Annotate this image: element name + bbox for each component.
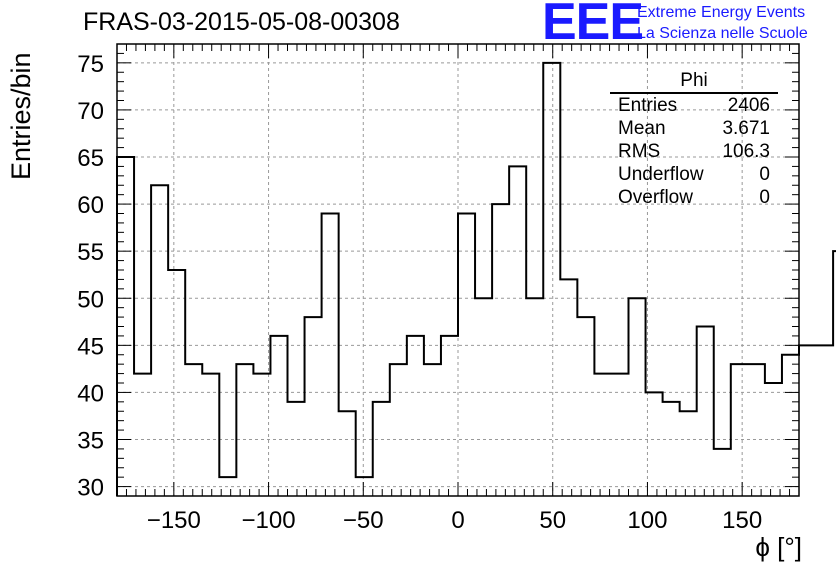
histogram-bin [697, 327, 714, 497]
y-axis-label: Entries/bin [6, 52, 36, 180]
histogram-bin [168, 270, 185, 496]
histogram-bin [475, 298, 492, 496]
x-tick-label: 100 [627, 507, 667, 534]
histogram-bin [492, 204, 509, 496]
brand-line-1: Extreme Energy Events [637, 4, 806, 21]
y-tick-label: 45 [77, 333, 104, 360]
histogram-bin [390, 364, 407, 496]
histogram-bin [305, 317, 322, 496]
histogram-bin [151, 185, 168, 496]
histogram-bin [680, 411, 697, 496]
x-tick-label: −50 [343, 507, 384, 534]
stats-value: 3.671 [722, 118, 770, 139]
y-tick-label: 50 [77, 286, 104, 313]
histogram-bin [731, 364, 748, 496]
stats-row: Underflow 0 [610, 163, 778, 186]
y-tick-label: 40 [77, 380, 104, 407]
stats-value: 2406 [727, 95, 770, 116]
stats-row: Mean 3.671 [610, 117, 778, 140]
x-tick-label: 150 [722, 507, 762, 534]
histogram-bin [577, 317, 594, 496]
histogram-bin [663, 402, 680, 496]
axis-ticks: −150 −100 −50 0 50 100 150 30 35 40 45 50 55 60 65 70 75 [77, 43, 800, 534]
y-tick-label: 60 [77, 192, 104, 219]
chart-title: FRAS-03-2015-05-08-00308 [83, 8, 400, 36]
histogram-bin [646, 392, 663, 496]
histogram-bin [594, 374, 611, 496]
histogram-bin [526, 298, 543, 496]
stats-label: Underflow [618, 164, 704, 185]
stats-label: RMS [618, 141, 661, 162]
brand-text: Extreme Energy Events La Scienza nelle S… [637, 2, 808, 44]
stats-label: Overflow [618, 187, 693, 208]
histogram-bin [509, 166, 526, 496]
histogram-bin [270, 336, 287, 496]
stats-box: Phi Entries 2406 Mean 3.671 RMS 106.3 Under… [610, 70, 778, 209]
histogram-bin [629, 298, 646, 496]
stats-value: 106.3 [722, 141, 770, 162]
histogram-bin [441, 336, 458, 496]
histogram-bin [714, 449, 731, 496]
histogram-bin [458, 214, 475, 497]
x-tick-label: −100 [242, 507, 296, 534]
stats-value: 0 [759, 164, 770, 185]
brand-line-2: La Scienza nelle Scuole [637, 25, 808, 42]
y-tick-label: 30 [77, 475, 104, 502]
x-axis-label: ϕ [°] [755, 532, 802, 562]
stats-label: Entries [618, 95, 678, 116]
histogram-bin [543, 63, 560, 496]
histogram-bin [339, 411, 356, 496]
histogram-bin [236, 364, 253, 496]
histogram-bin [322, 214, 339, 497]
histogram-bin [288, 402, 305, 496]
stats-label: Mean [618, 118, 666, 139]
x-tick-label: 50 [539, 507, 566, 534]
histogram-bin [424, 364, 441, 496]
histogram-line [116, 61, 836, 497]
y-tick-label: 65 [77, 145, 104, 172]
x-tick-label: 0 [451, 507, 464, 534]
y-tick-label: 55 [77, 239, 104, 266]
stats-row: RMS 106.3 [610, 140, 778, 163]
histogram-bin [407, 336, 424, 496]
histogram-bin [373, 402, 390, 496]
histogram-bin [560, 279, 577, 496]
eee-logo: EEE [542, 0, 644, 51]
stats-row: Overflow 0 [610, 186, 778, 209]
y-tick-label: 70 [77, 98, 104, 125]
histogram-bin [799, 345, 816, 496]
stats-value: 0 [759, 187, 770, 208]
histogram-outline [116, 61, 836, 496]
y-tick-label: 35 [77, 428, 104, 455]
histogram-bin [185, 364, 202, 496]
stats-row: Entries 2406 [610, 94, 778, 117]
x-tick-label: −150 [147, 507, 201, 534]
histogram-bin [782, 355, 799, 496]
histogram-bin [611, 374, 628, 496]
stats-title: Phi [610, 70, 778, 94]
histogram-bin [816, 345, 833, 496]
histogram-bin [748, 364, 765, 496]
histogram-bin [202, 374, 219, 496]
y-tick-label: 75 [77, 51, 104, 78]
